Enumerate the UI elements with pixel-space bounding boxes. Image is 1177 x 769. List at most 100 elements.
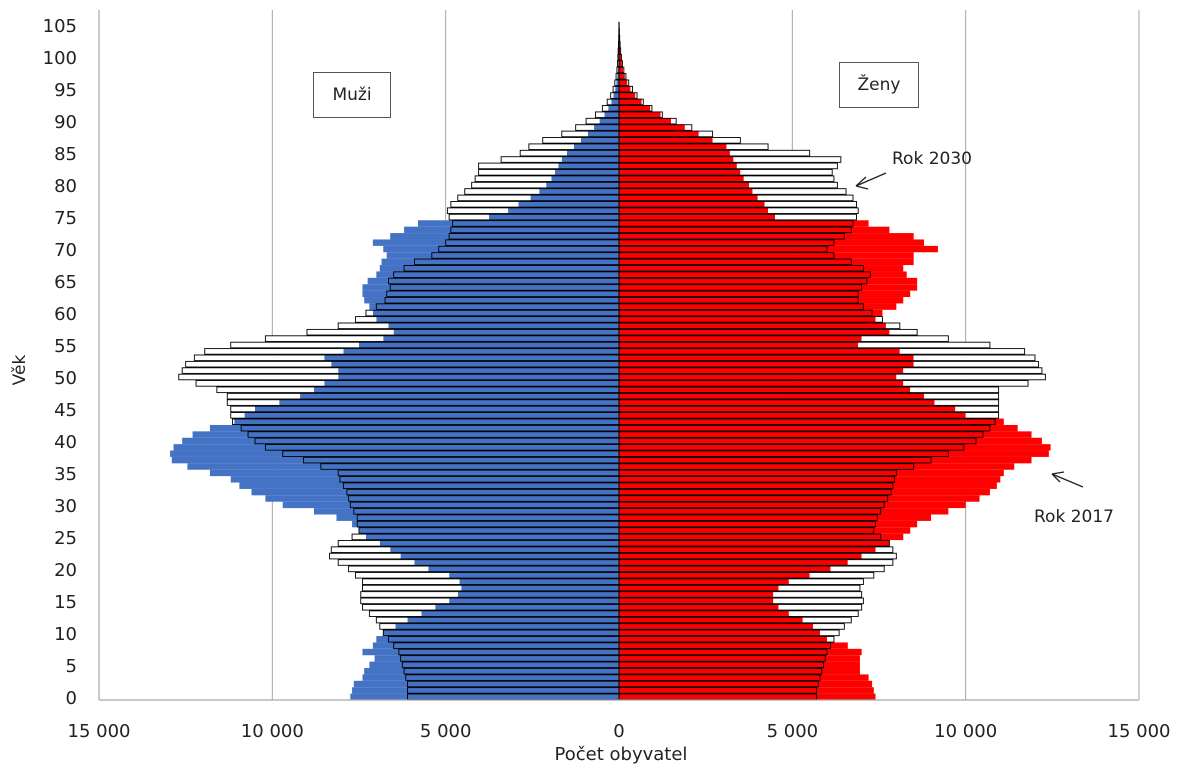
- bar-men-2030: [354, 508, 619, 514]
- y-tick-label: 15: [54, 592, 77, 613]
- bar-men-2030: [432, 253, 619, 259]
- bar-women-2030: [619, 553, 896, 559]
- x-tick-label: 0: [613, 721, 624, 742]
- bar-women-2030: [619, 681, 818, 687]
- bar-women-2030: [619, 515, 877, 521]
- bar-men-2030: [340, 477, 619, 483]
- bar-women-2030: [619, 540, 889, 546]
- bar-men-2030: [182, 368, 619, 374]
- bar-women-2030: [619, 361, 1038, 367]
- bar-women-2030: [619, 656, 825, 662]
- bar-men-2030: [399, 649, 619, 655]
- bar-women-2030: [619, 61, 622, 67]
- bar-men-2030: [576, 125, 619, 131]
- bar-men-2030: [615, 80, 619, 86]
- bar-women-2030: [619, 662, 824, 668]
- bar-women-2030: [619, 477, 895, 483]
- bar-women-2030: [619, 534, 881, 540]
- bar-women-2030: [619, 630, 839, 636]
- bar-men-2030: [451, 201, 619, 207]
- bar-women-2030: [619, 668, 822, 674]
- bar-women-2030: [619, 438, 976, 444]
- bar-men-2030: [357, 515, 619, 521]
- bar-men-2030: [304, 457, 619, 463]
- bar-women-2030: [619, 214, 856, 220]
- bar-men-2030: [472, 182, 619, 188]
- bar-men-2030: [347, 489, 619, 495]
- bar-men-2030: [479, 163, 619, 169]
- bar-women-2030: [619, 253, 834, 259]
- bar-women-2030: [619, 419, 995, 425]
- bar-men-2030: [447, 208, 619, 214]
- bar-women-2030: [619, 54, 621, 60]
- bar-women-2030: [619, 189, 846, 195]
- bar-men-2030: [406, 675, 619, 681]
- x-tick-label: 5 000: [767, 721, 819, 742]
- bar-men-2030: [231, 342, 619, 348]
- bar-women-2030: [619, 297, 858, 303]
- bar-men-2030: [265, 445, 619, 451]
- bar-men-2030: [205, 349, 619, 355]
- bar-women-2030: [619, 451, 948, 457]
- bar-men-2030: [602, 106, 619, 112]
- bar-men-2030: [451, 227, 619, 233]
- bar-men-2030: [350, 502, 619, 508]
- bar-women-2030: [619, 176, 834, 182]
- y-tick-label: 80: [54, 176, 77, 197]
- bar-women-2030: [619, 624, 844, 630]
- bar-women-2030: [619, 675, 820, 681]
- bar-men-2030: [359, 528, 619, 534]
- y-tick-label: 20: [54, 560, 77, 581]
- bar-men-2030: [179, 374, 619, 380]
- bar-women-2030: [619, 208, 858, 214]
- bar-women-2030: [619, 636, 834, 642]
- bar-women-2030: [619, 432, 983, 438]
- bar-men-2030: [446, 240, 619, 246]
- bar-women-2030: [619, 227, 851, 233]
- bar-women-2030: [619, 112, 662, 118]
- y-tick-label: 40: [54, 432, 77, 453]
- y-tick-label: 5: [66, 656, 77, 677]
- bar-men-2030: [529, 144, 619, 150]
- x-tick-label: 15 000: [1108, 721, 1171, 742]
- bar-women-2030: [619, 445, 964, 451]
- bar-women-2030: [619, 265, 863, 271]
- annotation-rok-2030: Rok 2030: [892, 149, 972, 169]
- bar-women-2030: [619, 131, 713, 137]
- bar-women-2030: [619, 233, 844, 239]
- bar-women-2030: [619, 291, 858, 297]
- y-tick-label: 25: [54, 528, 77, 549]
- bar-men-2030: [479, 169, 619, 175]
- bar-women-2030: [619, 144, 768, 150]
- bar-men-2030: [196, 381, 619, 387]
- bar-men-2030: [349, 496, 619, 502]
- bar-women-2030: [619, 42, 620, 48]
- bar-men-2030: [227, 400, 619, 406]
- annotation-rok-2017: Rok 2017: [1034, 507, 1114, 527]
- bar-men-2030: [611, 93, 619, 99]
- bar-men-2030: [388, 636, 619, 642]
- bar-men-2030: [361, 592, 619, 598]
- y-tick-label: 45: [54, 400, 77, 421]
- bar-men-2030: [414, 259, 619, 265]
- bar-men-2030: [343, 483, 619, 489]
- bar-men-2030: [338, 470, 619, 476]
- bar-women-2030: [619, 35, 620, 41]
- y-tick-label: 90: [54, 112, 77, 133]
- bar-men-2030: [388, 278, 619, 284]
- bar-men-2030: [376, 304, 619, 310]
- bar-women-2030: [619, 169, 832, 175]
- bar-men-2030: [362, 579, 619, 585]
- bar-women-2030: [619, 413, 999, 419]
- bar-women-2030: [619, 406, 999, 412]
- bar-men-2030: [362, 604, 619, 610]
- y-tick-label: 55: [54, 336, 77, 357]
- y-tick-label: 70: [54, 240, 77, 261]
- bar-women-2030: [619, 182, 837, 188]
- y-tick-label: 30: [54, 496, 77, 517]
- bar-men-2030: [383, 630, 619, 636]
- bar-women-2030: [619, 368, 1042, 374]
- bar-men-2030: [595, 112, 619, 118]
- bar-men-2030: [362, 585, 619, 591]
- x-tick-label: 15 000: [68, 721, 131, 742]
